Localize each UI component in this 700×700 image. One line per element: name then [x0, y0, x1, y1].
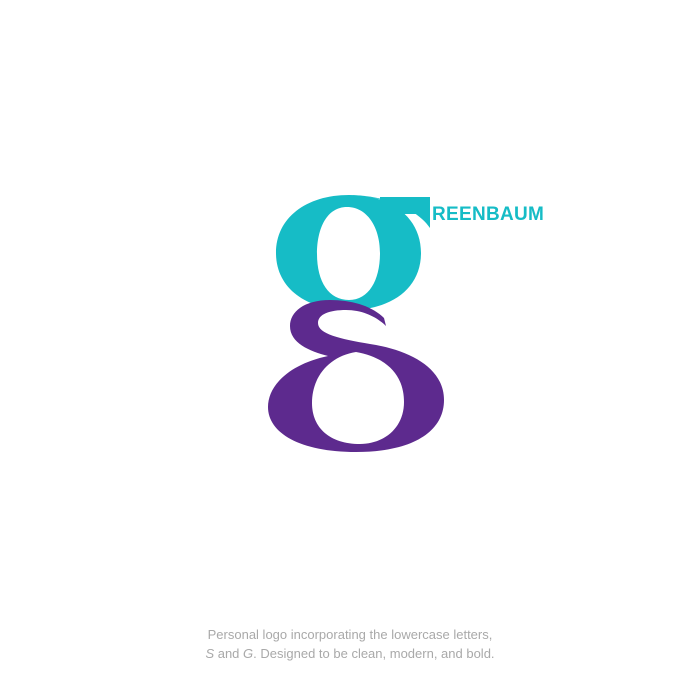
caption-letter-g: G [243, 646, 254, 661]
caption-letter-s: S [205, 646, 215, 661]
g-lower-loop [268, 300, 444, 452]
caption-line-1: Personal logo incorporating the lowercas… [207, 627, 493, 642]
caption-line-2: S and G. Designed to be clean, modern, a… [0, 644, 700, 663]
caption-and: and [214, 646, 244, 661]
g-upper-bowl [276, 195, 430, 310]
wordmark-text: REENBAUM [432, 204, 544, 225]
caption-rest: . Designed to be clean, modern, and bold… [253, 646, 495, 661]
